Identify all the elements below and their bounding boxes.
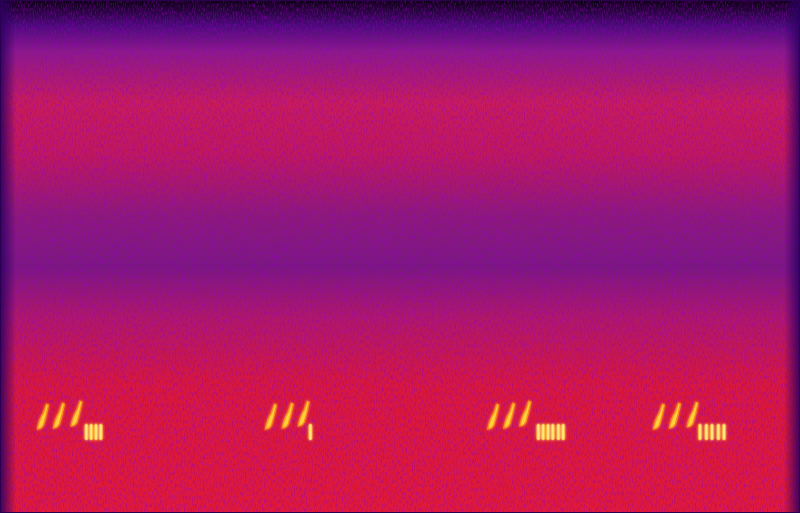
syllable-trill xyxy=(705,424,708,440)
syllable-trill xyxy=(557,424,560,440)
syllable-series xyxy=(37,401,698,429)
edge-shade xyxy=(0,0,800,513)
syllable-upsweep xyxy=(37,404,48,429)
syllable-upsweep xyxy=(504,403,515,428)
syllable-trill xyxy=(562,424,565,440)
background xyxy=(0,0,800,513)
syllable-trill xyxy=(85,424,88,440)
syllable-upsweep xyxy=(265,404,276,429)
syllable-trill xyxy=(90,424,93,440)
syllable-trill xyxy=(309,424,312,440)
syllable-upsweep xyxy=(282,403,293,428)
syllable-upsweep xyxy=(669,403,680,428)
syllable-trill xyxy=(699,424,702,440)
syllable-upsweep xyxy=(653,404,664,429)
syllable-trill xyxy=(723,424,726,440)
syllable-trill xyxy=(537,424,540,440)
syllable-trill xyxy=(711,424,714,440)
syllable-upsweep xyxy=(488,404,499,429)
spectrogram xyxy=(0,0,800,513)
syllable-upsweep xyxy=(520,401,531,426)
syllable-upsweep xyxy=(298,401,309,426)
syllable-upsweep xyxy=(71,401,82,426)
syllable-series xyxy=(85,424,726,440)
syllable-trill xyxy=(542,424,545,440)
syllable-trill xyxy=(717,424,720,440)
syllable-upsweep xyxy=(53,403,64,428)
marks xyxy=(37,401,725,440)
noise-texture xyxy=(0,0,800,513)
syllable-trill xyxy=(551,424,554,440)
syllable-trill xyxy=(95,424,98,440)
syllable-trill xyxy=(99,424,102,440)
plot-frame xyxy=(1,1,800,513)
syllable-upsweep xyxy=(687,402,698,427)
syllable-trill xyxy=(547,424,550,440)
